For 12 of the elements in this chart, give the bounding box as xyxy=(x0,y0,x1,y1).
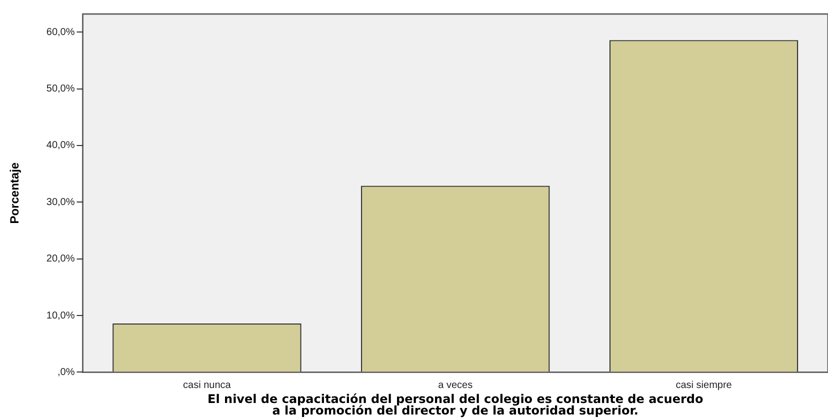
y-tick-label: 20,0% xyxy=(46,254,75,265)
y-tick-label: 30,0% xyxy=(46,196,75,208)
x-tick-label: casi siempre xyxy=(676,380,732,391)
x-tick-label: casi nunca xyxy=(183,380,232,391)
y-tick-label: 50,0% xyxy=(46,84,75,95)
y-tick-label: 60,0% xyxy=(46,26,75,38)
x-axis-title: El nivel de capacitación del personal del colegio es constante de acuerdo a la promoción del director y de la autoridad superior. xyxy=(208,392,704,418)
y-tick-label: ,0% xyxy=(58,366,75,378)
y-tick-label: 40,0% xyxy=(46,140,75,152)
y-tick-label: 10,0% xyxy=(46,310,75,322)
x-tick-label: a veces xyxy=(438,380,473,391)
y-axis-title: Porcentaje xyxy=(8,162,22,224)
